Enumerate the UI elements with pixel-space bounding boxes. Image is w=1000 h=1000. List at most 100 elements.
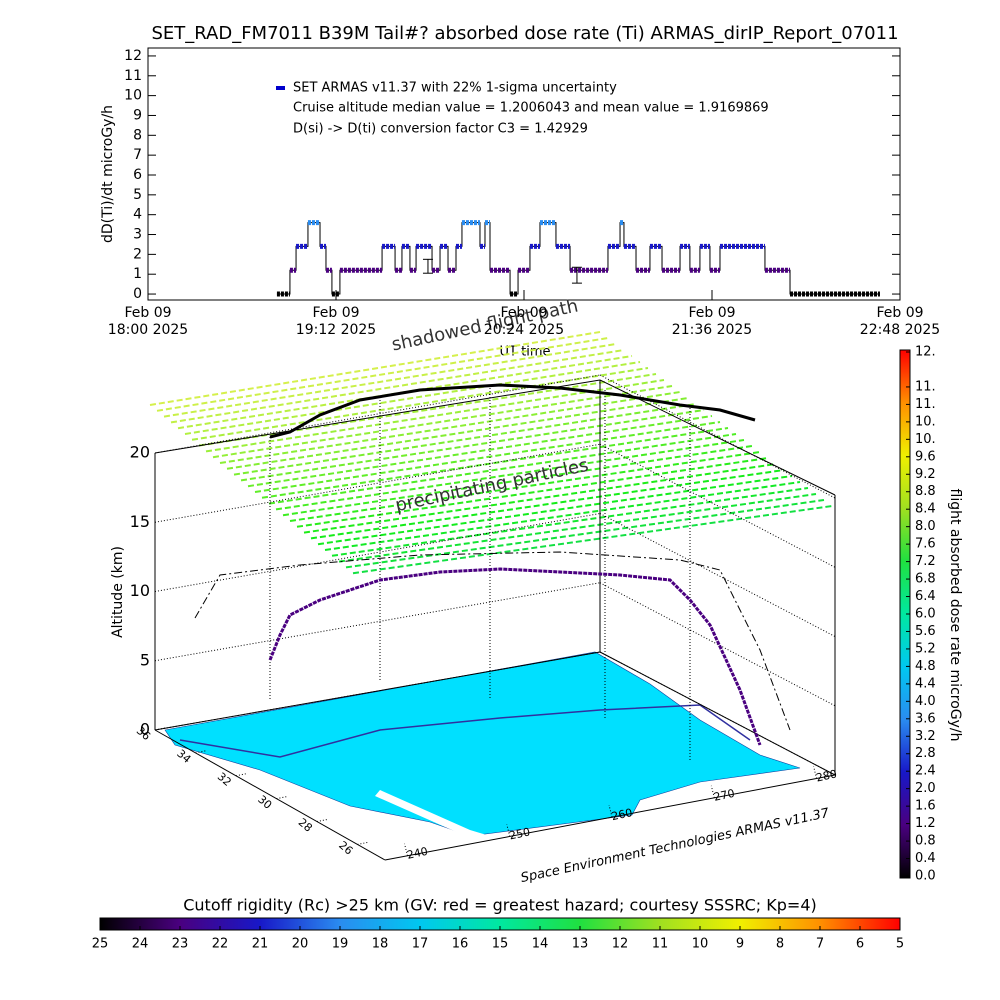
colorbar-tick-label: 0.4 [915,851,936,866]
colorbar-tick-label: 18 [372,937,389,952]
lon-tick-label: 270 [713,787,736,804]
precip-line [156,337,609,412]
colorbar-tick-label: 12. [915,345,936,360]
lon-tick [506,824,511,837]
y-tick-label: 12 [124,48,142,64]
y-tick-label: 1 [133,266,142,282]
colorbar-tick-label: 15 [492,937,509,952]
colorbar-tick-label: 6.4 [915,589,936,604]
colorbar-tick-label: 25 [92,937,109,952]
colorbar-tick-label: 20 [292,937,309,952]
colorbar-tick-label: 2.8 [915,746,936,761]
y-axis-label: dD(Ti)/dt microGy/h [100,105,116,243]
axis-line [384,774,836,861]
legend-label: SET ARMAS v11.37 with 22% 1-sigma uncert… [293,81,617,96]
lat-tick [235,773,247,777]
axis-line [154,379,601,454]
precip-line [212,385,673,459]
precip-line [233,403,697,476]
precip-line [163,343,617,418]
x-tick-label: Feb 09 [124,305,171,321]
error-bar [422,258,433,274]
z-tick-label: 0 [140,720,150,739]
precip-line [317,475,793,546]
lon-tick-label: 240 [406,845,429,862]
x-tick-label: 22:48 2025 [860,322,940,338]
colorbar-tick-label: 8 [776,937,784,952]
y-tick-label: 9 [133,107,142,123]
lat-tick [357,841,368,845]
precip-line [324,481,801,551]
y-tick-label: 11 [124,68,142,84]
axis-line [154,729,386,861]
colorbar-tick-label: 5 [896,937,904,952]
colorbar-tick-label: 6 [856,937,864,952]
colorbar-tick-label: 4.0 [915,694,936,709]
lon-tick [404,843,408,856]
map-route [179,704,751,758]
colorbar-tick-label: 11. [915,397,936,412]
precip-line [296,457,769,528]
map-land [164,651,801,837]
x-tick-label: Feb 09 [876,305,923,321]
precip-line [268,433,737,505]
colorbar-tick-label: 0.0 [915,869,936,884]
colorbar-tick-label: 7 [816,937,824,952]
colorbar-tick-label: 5.6 [915,624,936,639]
x-tick-label: 20:24 2025 [484,322,564,338]
lon-tick-label: 260 [610,806,633,823]
colorbar-tick-label: 1.6 [915,799,936,814]
error-bar [571,266,582,284]
z-tick-label: 20 [130,443,150,462]
x-tick-label: Feb 09 [500,305,547,321]
colorbar-tick-label: 4.4 [915,676,936,691]
lon-tick-label: 280 [815,767,838,784]
map-stripe [375,790,490,838]
precip-line [205,379,665,453]
grid-line [599,513,836,637]
x-tick-label: Feb 09 [688,305,735,321]
z-tick-label: 5 [140,650,150,669]
colorbar-tick-label: 12 [612,937,629,952]
colorbar-tick-label: 21 [252,937,269,952]
annotation: precipitating particles [393,455,590,516]
shadow-path [269,383,756,439]
y-tick-label: 8 [133,127,142,143]
precip-line [226,397,689,470]
precip-line [303,463,777,534]
grid-line [154,374,601,454]
flight-path [268,567,762,746]
colorbar-tick-label: 24 [132,937,149,952]
colorbar-tick-label: 3.2 [915,729,936,744]
colorbar-tick-label: 8.4 [915,502,936,517]
colorbar-tick-label: 22 [212,937,229,952]
x-tick-label: 21:36 2025 [672,322,752,338]
colorbar-label: flight absorbed dose rate microGy/h [947,489,963,742]
colorbar-tick-label: 11. [915,379,936,394]
annotation: Cruise altitude median value = 1.2006043… [293,101,769,116]
grid-line [599,443,836,568]
colorbar-tick-label: 11 [652,937,669,952]
precip-line [289,451,761,522]
colorbar-tick-label: 16 [452,937,469,952]
colorbar-tick-label: 17 [412,937,429,952]
lon-tick-label: 250 [508,825,531,842]
precip-line [331,487,809,557]
colorbar-tick-label: 23 [172,937,189,952]
series-line [276,222,880,295]
annotation: D(si) -> D(ti) conversion factor C3 = 1.… [293,122,588,137]
grid-line [154,443,601,523]
colorbar-tick-label: 4.8 [915,659,936,674]
precip-line [247,415,713,488]
y-tick-label: 10 [124,88,142,104]
grid-line [154,582,601,662]
precip-line [170,349,625,424]
x-tick-label: 19:12 2025 [296,322,376,338]
lon-tick [710,785,715,798]
colorbar-tick-label: 3.6 [915,711,936,726]
precip-line [219,391,681,464]
legend-marker [276,86,285,90]
precip-line [240,409,705,482]
